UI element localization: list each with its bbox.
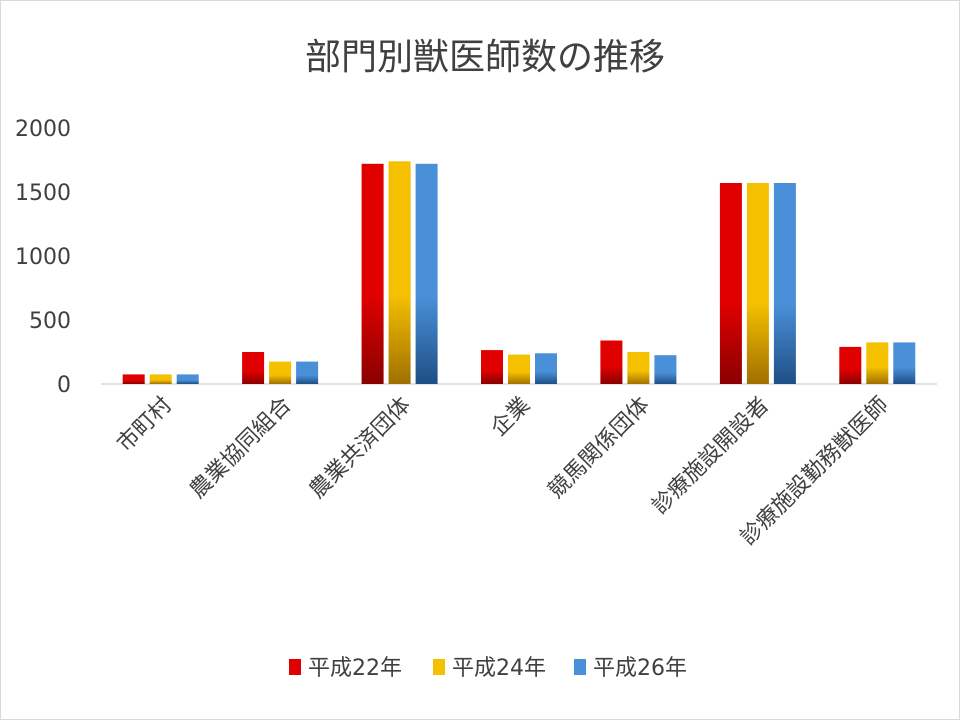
bar-3-5 <box>654 355 677 384</box>
legend-swatch <box>574 659 586 675</box>
y-tick-label: 0 <box>57 373 71 398</box>
category-label: 農業共済団体 <box>305 393 416 504</box>
legend: 平成22年 平成24年 平成26年 <box>289 656 687 681</box>
chart-title: 部門別獣医師数の推移 <box>305 37 665 78</box>
y-tick-label: 1000 <box>15 245 71 270</box>
y-tick-label: 2000 <box>15 117 71 142</box>
bar-3-7 <box>893 342 916 384</box>
bar-2-4 <box>508 354 530 384</box>
bar-1-4 <box>481 350 503 384</box>
bar-2-6 <box>746 183 769 384</box>
bar-2-1 <box>149 374 172 384</box>
bar-3-4 <box>535 353 557 384</box>
bar-2-7 <box>866 342 889 384</box>
category-label: 市町村 <box>113 393 177 457</box>
bar-2-3 <box>388 161 411 384</box>
bar-1-3 <box>361 163 384 384</box>
y-tick-label: 500 <box>29 309 71 334</box>
y-axis-ticks: 0 500 1000 1500 2000 <box>15 117 71 398</box>
legend-label: 平成24年 <box>452 656 546 681</box>
legend-swatch <box>433 659 445 675</box>
category-label: 診療施設開設者 <box>648 393 775 520</box>
legend-label: 平成26年 <box>593 656 687 681</box>
bar-3-3 <box>415 163 438 384</box>
bar-1-7 <box>839 346 862 384</box>
bar-1-1 <box>122 374 145 384</box>
category-label: 競馬関係団体 <box>544 393 655 504</box>
y-tick-label: 1500 <box>15 181 71 206</box>
bar-2-2 <box>269 361 292 384</box>
bar-3-1 <box>176 374 199 384</box>
bar-3-6 <box>773 183 796 384</box>
category-label: 企業 <box>486 393 535 442</box>
bar-1-6 <box>719 183 742 384</box>
category-label: 農業協同組合 <box>185 393 296 504</box>
legend-label: 平成22年 <box>308 656 402 681</box>
legend-swatch <box>289 659 301 675</box>
bar-3-2 <box>296 361 319 384</box>
bar-1-2 <box>242 352 265 384</box>
bar-1-5 <box>600 340 623 384</box>
bar-2-5 <box>627 352 650 384</box>
bars <box>122 161 916 384</box>
